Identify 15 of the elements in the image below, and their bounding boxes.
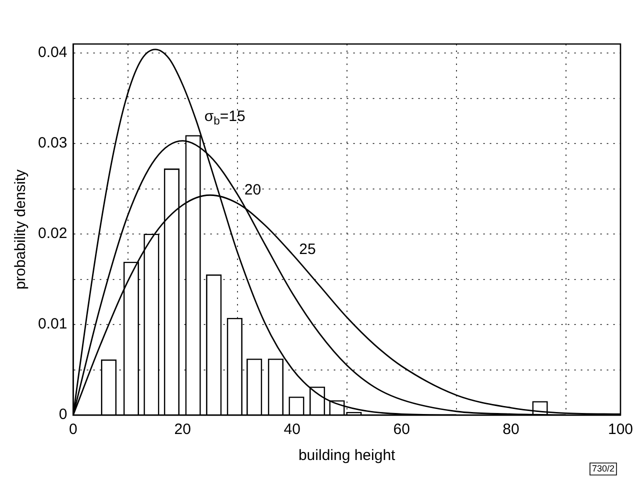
x-axis-title: building height [298,447,396,464]
y-tick-label: 0 [58,406,68,424]
x-tick-label: 60 [393,421,410,438]
text: 730/2 [592,463,614,474]
y-tick-label: 0.04 [38,44,68,62]
series-label: 20 [244,181,262,198]
y-tick-label: 0.03 [38,134,68,152]
y-tick-label: 0.02 [38,225,68,242]
x-tick-label: 80 [502,421,520,438]
x-tick-label: 40 [284,421,300,438]
y-tick-label: 0.01 [38,316,68,333]
series-label: 25 [299,241,316,258]
y-axis-title: probability density [12,168,30,290]
x-tick-label: 20 [174,421,191,438]
x-tick-label: 100 [608,421,633,438]
